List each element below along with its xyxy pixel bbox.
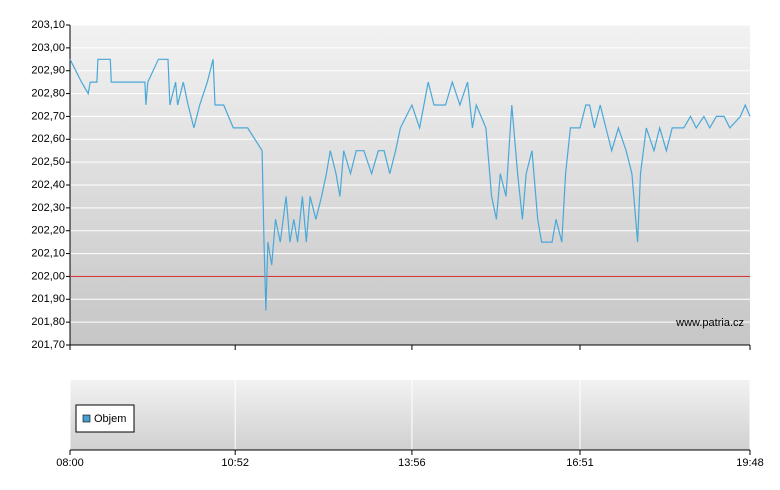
legend-label: Objem [94, 413, 126, 425]
y-tick-label: 202,30 [31, 202, 65, 214]
x-tick-label: 16:51 [566, 457, 594, 469]
y-tick-label: 202,80 [31, 87, 65, 99]
y-tick-label: 202,90 [31, 65, 65, 77]
y-tick-label: 202,70 [31, 110, 65, 122]
y-tick-label: 203,00 [31, 42, 65, 54]
y-tick-label: 202,60 [31, 133, 65, 145]
volume-area [70, 380, 750, 450]
legend-swatch [82, 414, 91, 423]
y-tick-label: 203,10 [31, 19, 65, 31]
y-tick-label: 202,20 [31, 225, 65, 237]
y-tick-label: 202,00 [31, 270, 65, 282]
x-tick-label: 08:00 [56, 457, 84, 469]
y-tick-label: 201,80 [31, 316, 65, 328]
y-tick-label: 202,40 [31, 179, 65, 191]
y-tick-label: 202,50 [31, 156, 65, 168]
x-tick-label: 10:52 [221, 457, 249, 469]
x-tick-label: 19:48 [736, 457, 764, 469]
y-tick-label: 202,10 [31, 247, 65, 259]
watermark: www.patria.cz [675, 317, 744, 329]
x-tick-label: 13:56 [398, 457, 426, 469]
price-line [69, 58, 751, 311]
y-tick-label: 201,90 [31, 293, 65, 305]
y-tick-label: 201,70 [31, 339, 65, 351]
